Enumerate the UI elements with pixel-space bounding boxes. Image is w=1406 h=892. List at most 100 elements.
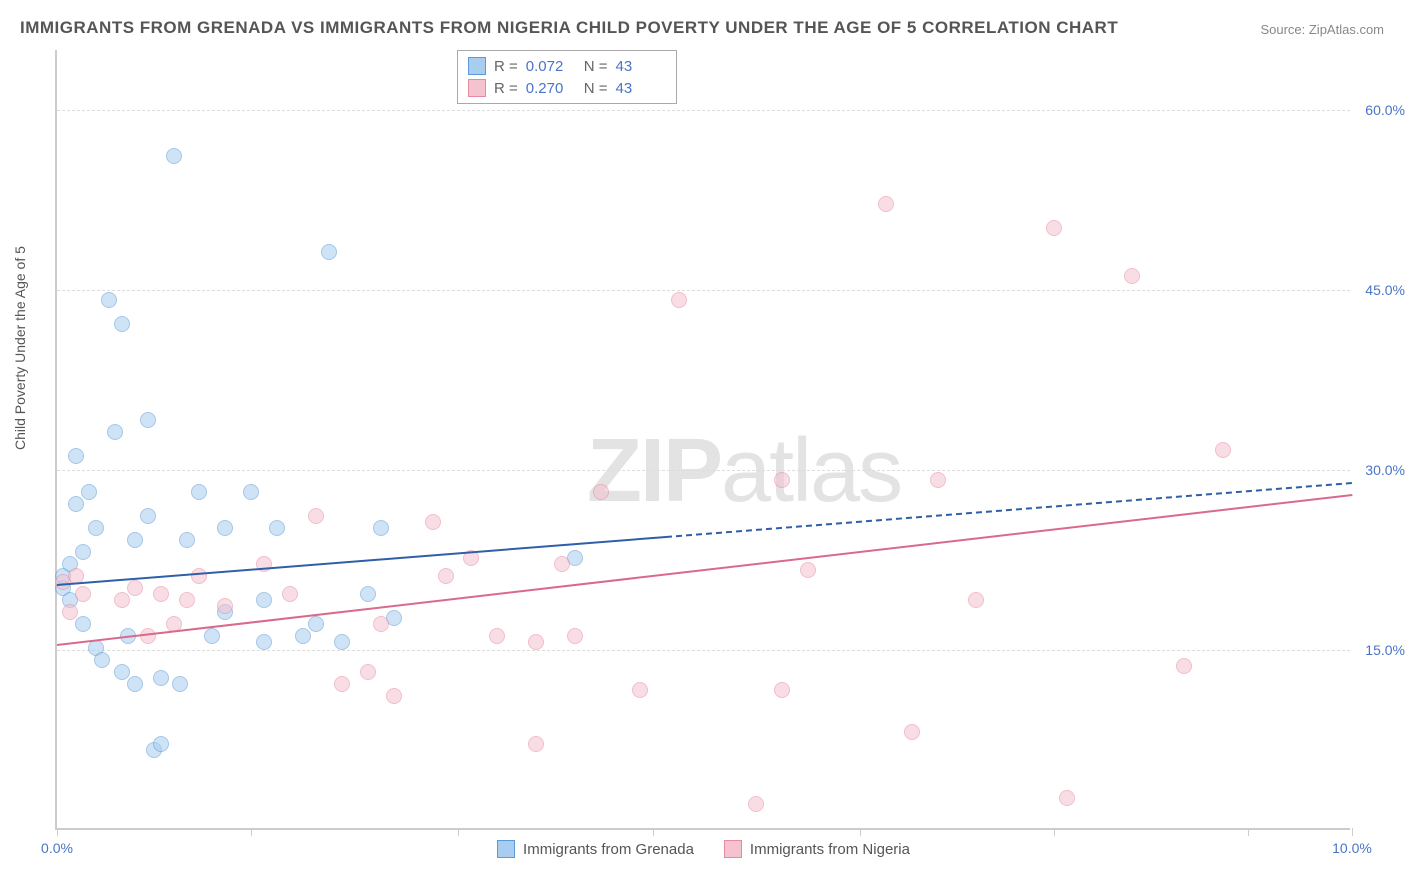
data-point [81, 484, 97, 500]
xtick [860, 828, 861, 836]
data-point [593, 484, 609, 500]
stats-legend-box: R = 0.072 N = 43 R = 0.270 N = 43 [457, 50, 677, 104]
data-point [153, 586, 169, 602]
legend-label-nigeria: Immigrants from Nigeria [750, 841, 910, 858]
xtick [1054, 828, 1055, 836]
data-point [373, 616, 389, 632]
data-point [632, 682, 648, 698]
data-point [204, 628, 220, 644]
legend-label-grenada: Immigrants from Grenada [523, 841, 694, 858]
data-point [295, 628, 311, 644]
trend-line [666, 482, 1353, 538]
data-point [256, 592, 272, 608]
ytick-label: 60.0% [1365, 102, 1405, 118]
data-point [62, 604, 78, 620]
legend-item-grenada: Immigrants from Grenada [497, 840, 694, 858]
data-point [1176, 658, 1192, 674]
data-point [75, 586, 91, 602]
data-point [166, 148, 182, 164]
data-point [153, 670, 169, 686]
data-point [179, 532, 195, 548]
data-point [127, 676, 143, 692]
data-point [101, 292, 117, 308]
source-label: Source: ZipAtlas.com [1260, 22, 1384, 37]
data-point [172, 676, 188, 692]
legend-swatch-grenada [497, 840, 515, 858]
data-point [1059, 790, 1075, 806]
data-point [88, 520, 104, 536]
n-label: N = [584, 80, 608, 97]
data-point [360, 664, 376, 680]
data-point [191, 484, 207, 500]
data-point [904, 724, 920, 740]
data-point [489, 628, 505, 644]
data-point [127, 580, 143, 596]
data-point [360, 586, 376, 602]
data-point [282, 586, 298, 602]
ytick-label: 45.0% [1365, 282, 1405, 298]
legend-swatch-nigeria [724, 840, 742, 858]
data-point [774, 472, 790, 488]
chart-title: IMMIGRANTS FROM GRENADA VS IMMIGRANTS FR… [20, 18, 1118, 38]
data-point [140, 508, 156, 524]
data-point [373, 520, 389, 536]
y-axis-label: Child Poverty Under the Age of 5 [12, 246, 28, 450]
data-point [153, 736, 169, 752]
data-point [75, 544, 91, 560]
data-point [528, 634, 544, 650]
xtick [653, 828, 654, 836]
data-point [114, 316, 130, 332]
stats-row-grenada: R = 0.072 N = 43 [468, 55, 666, 77]
data-point [140, 412, 156, 428]
data-point [127, 532, 143, 548]
data-point [1215, 442, 1231, 458]
swatch-nigeria [468, 79, 486, 97]
xtick [1352, 828, 1353, 836]
gridline [57, 650, 1350, 651]
data-point [334, 676, 350, 692]
data-point [334, 634, 350, 650]
ytick-label: 15.0% [1365, 642, 1405, 658]
data-point [75, 616, 91, 632]
data-point [217, 598, 233, 614]
data-point [269, 520, 285, 536]
r-value-nigeria: 0.270 [526, 80, 576, 97]
data-point [554, 556, 570, 572]
data-point [425, 514, 441, 530]
n-value-grenada: 43 [616, 58, 666, 75]
xtick [251, 828, 252, 836]
data-point [114, 592, 130, 608]
data-point [256, 634, 272, 650]
xtick [1248, 828, 1249, 836]
data-point [774, 682, 790, 698]
data-point [386, 688, 402, 704]
legend-item-nigeria: Immigrants from Nigeria [724, 840, 910, 858]
r-value-grenada: 0.072 [526, 58, 576, 75]
data-point [94, 652, 110, 668]
stats-row-nigeria: R = 0.270 N = 43 [468, 77, 666, 99]
legend-bottom: Immigrants from Grenada Immigrants from … [57, 840, 1350, 858]
plot-area: ZIPatlas 15.0%30.0%45.0%60.0% 0.0%10.0% … [55, 50, 1350, 830]
n-label: N = [584, 58, 608, 75]
gridline [57, 110, 1350, 111]
data-point [191, 568, 207, 584]
watermark-bold: ZIP [587, 421, 721, 521]
data-point [114, 664, 130, 680]
data-point [179, 592, 195, 608]
data-point [748, 796, 764, 812]
swatch-grenada [468, 57, 486, 75]
gridline [57, 470, 1350, 471]
data-point [243, 484, 259, 500]
data-point [321, 244, 337, 260]
data-point [438, 568, 454, 584]
n-value-nigeria: 43 [616, 80, 666, 97]
r-label: R = [494, 80, 518, 97]
data-point [107, 424, 123, 440]
xtick [458, 828, 459, 836]
data-point [1046, 220, 1062, 236]
watermark-light: atlas [721, 421, 901, 521]
ytick-label: 30.0% [1365, 462, 1405, 478]
xtick [57, 828, 58, 836]
data-point [68, 448, 84, 464]
data-point [878, 196, 894, 212]
